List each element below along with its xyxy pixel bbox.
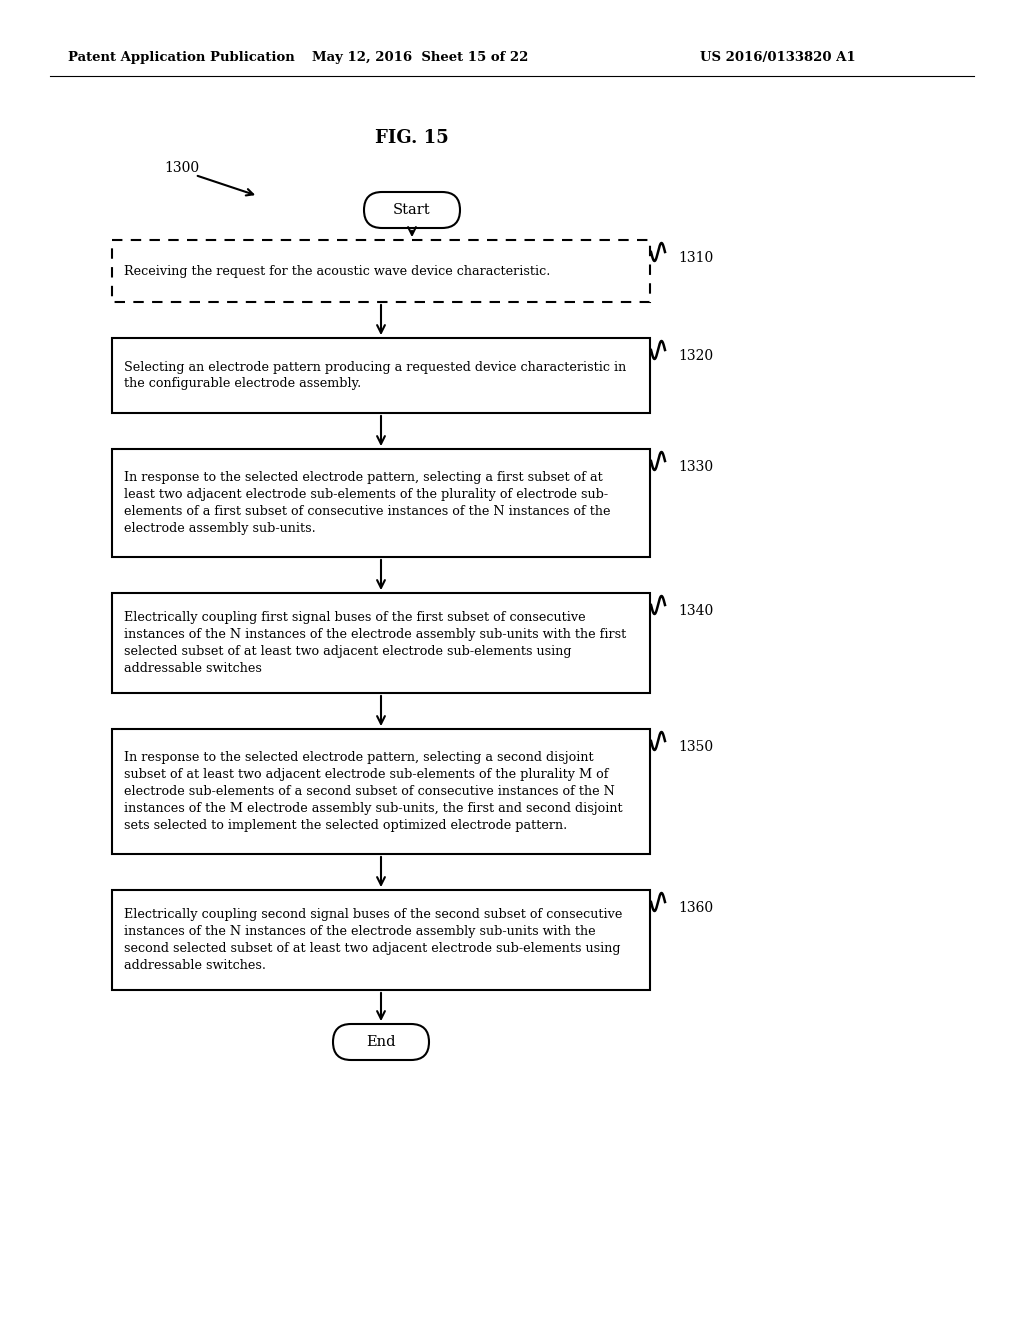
Text: 1300: 1300 <box>164 161 199 176</box>
FancyBboxPatch shape <box>333 1024 429 1060</box>
Text: Receiving the request for the acoustic wave device characteristic.: Receiving the request for the acoustic w… <box>124 264 550 277</box>
FancyBboxPatch shape <box>112 240 650 302</box>
Text: Patent Application Publication: Patent Application Publication <box>68 51 295 65</box>
Text: In response to the selected electrode pattern, selecting a second disjoint
subse: In response to the selected electrode pa… <box>124 751 623 832</box>
Text: 1360: 1360 <box>678 902 713 915</box>
FancyBboxPatch shape <box>112 593 650 693</box>
Text: In response to the selected electrode pattern, selecting a first subset of at
le: In response to the selected electrode pa… <box>124 471 610 535</box>
FancyBboxPatch shape <box>112 338 650 413</box>
Text: 1330: 1330 <box>678 459 713 474</box>
Text: 1320: 1320 <box>678 348 713 363</box>
Text: 1340: 1340 <box>678 605 714 618</box>
FancyBboxPatch shape <box>112 449 650 557</box>
Text: 1350: 1350 <box>678 741 713 754</box>
Text: Selecting an electrode pattern producing a requested device characteristic in
th: Selecting an electrode pattern producing… <box>124 360 627 391</box>
Text: End: End <box>367 1035 395 1049</box>
Text: Electrically coupling first signal buses of the first subset of consecutive
inst: Electrically coupling first signal buses… <box>124 611 627 675</box>
FancyBboxPatch shape <box>364 191 460 228</box>
Text: Electrically coupling second signal buses of the second subset of consecutive
in: Electrically coupling second signal buse… <box>124 908 623 972</box>
Text: May 12, 2016  Sheet 15 of 22: May 12, 2016 Sheet 15 of 22 <box>312 51 528 65</box>
Text: US 2016/0133820 A1: US 2016/0133820 A1 <box>700 51 856 65</box>
FancyBboxPatch shape <box>112 890 650 990</box>
Text: Start: Start <box>393 203 431 216</box>
Text: 1310: 1310 <box>678 251 714 265</box>
Text: FIG. 15: FIG. 15 <box>375 129 449 147</box>
FancyBboxPatch shape <box>112 729 650 854</box>
